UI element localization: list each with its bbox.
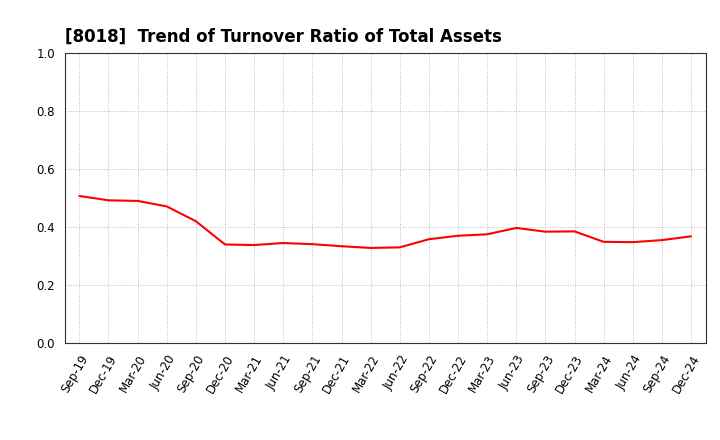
Text: [8018]  Trend of Turnover Ratio of Total Assets: [8018] Trend of Turnover Ratio of Total … [65,28,502,46]
